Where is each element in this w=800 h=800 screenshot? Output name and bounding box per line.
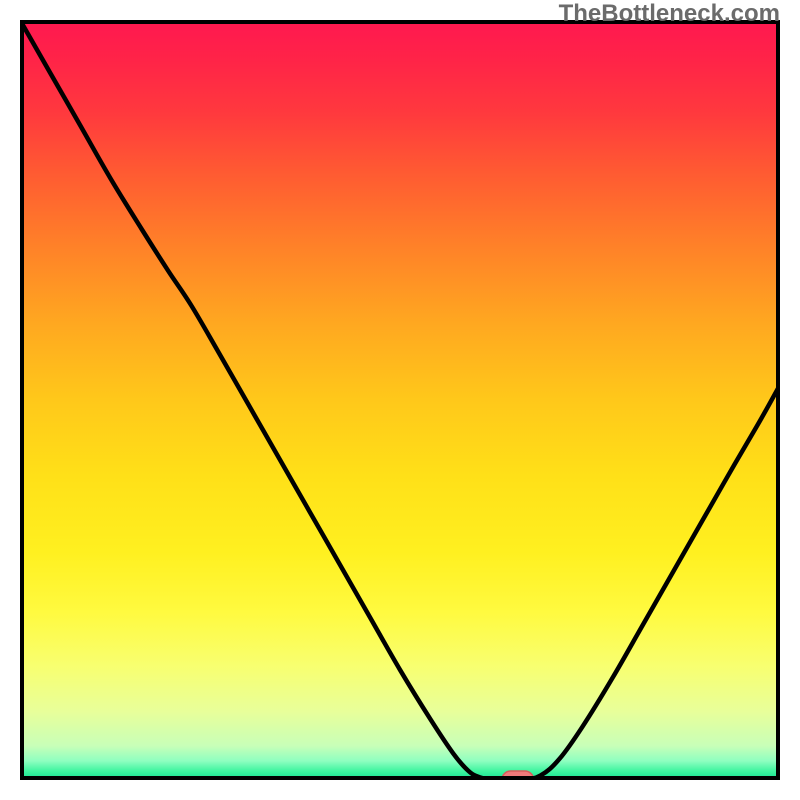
chart-frame: TheBottleneck.com xyxy=(0,0,800,800)
curve-layer xyxy=(20,20,780,780)
plot-area xyxy=(20,20,780,780)
optimal-marker xyxy=(502,771,534,780)
bottleneck-curve xyxy=(20,20,780,780)
watermark-text: TheBottleneck.com xyxy=(559,0,780,28)
